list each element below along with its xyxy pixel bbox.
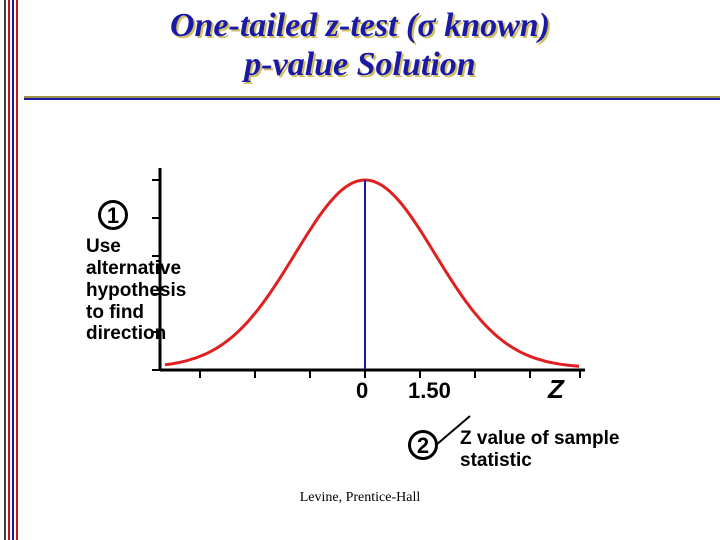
x-axis-label-Z: Z [548,374,564,405]
step-1-marker: 1 [98,200,128,230]
x-axis-label-stat: 1.50 [408,378,451,404]
step-2-number: 2 [417,433,429,458]
step-2-marker: 2 [408,430,438,460]
step-2-text: Z value of samplestatistic [460,428,619,472]
step-1-text: Usealternativehypothesisto finddirection [86,236,186,345]
footer-credit: Levine, Prentice-Hall [0,490,720,506]
x-axis-label-zero: 0 [356,378,368,404]
step-1-number: 1 [107,203,119,228]
